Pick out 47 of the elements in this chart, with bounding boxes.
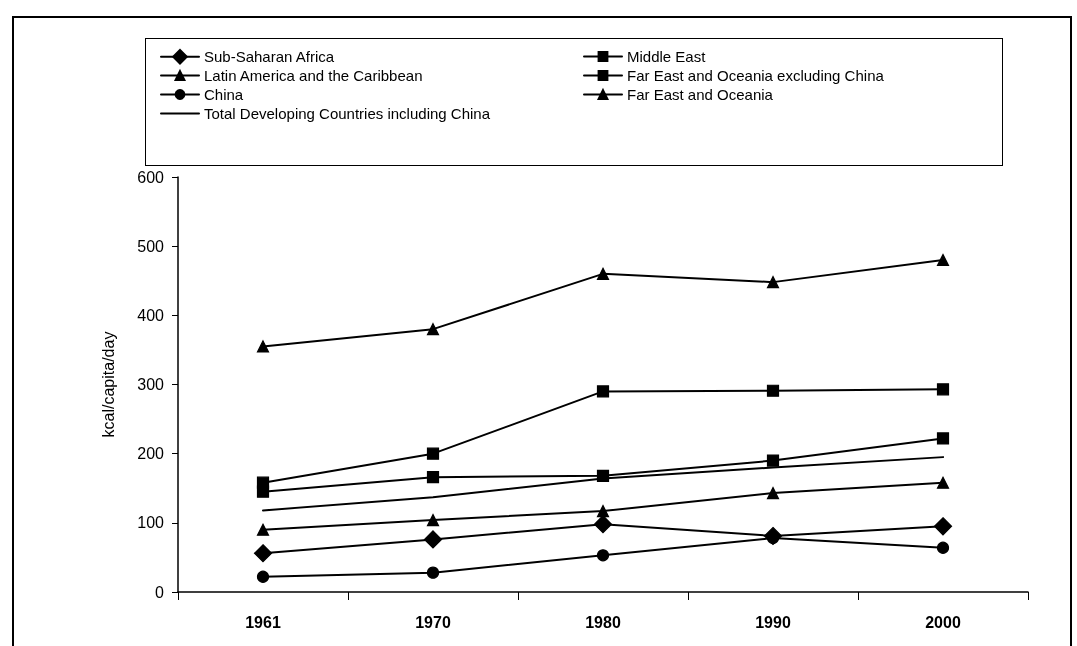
legend-label: Total Developing Countries including China <box>204 105 491 122</box>
point <box>766 276 780 289</box>
point <box>596 504 610 518</box>
x-tick-label: 2000 <box>925 613 961 631</box>
legend-label: Middle East <box>627 48 707 65</box>
x-tick-label: 1990 <box>755 613 791 631</box>
point <box>256 523 270 536</box>
point <box>936 383 950 396</box>
point <box>596 469 610 482</box>
point <box>936 253 950 267</box>
x-tick-label: 1980 <box>585 613 621 631</box>
y-axis-title: kcal/capita/day <box>99 331 117 438</box>
point <box>766 486 780 500</box>
y-tick-label: 300 <box>137 376 165 393</box>
y-tick-label: 500 <box>137 237 165 255</box>
point <box>426 447 440 460</box>
point <box>426 323 440 336</box>
point <box>426 471 440 484</box>
point <box>596 385 610 398</box>
point <box>256 340 270 353</box>
legend-label: Sub-Saharan Africa <box>204 48 335 66</box>
point <box>423 530 443 549</box>
x-tick-label: 1961 <box>245 613 281 631</box>
point <box>426 513 440 527</box>
y-tick-label: 400 <box>137 306 165 324</box>
point <box>426 566 440 579</box>
y-tick-label: 100 <box>137 514 165 532</box>
point <box>596 549 610 562</box>
point <box>936 541 950 554</box>
legend-label: Far East and Oceania excluding China <box>627 67 885 84</box>
point <box>253 544 273 563</box>
point <box>256 485 270 498</box>
y-tick-label: 600 <box>137 168 165 186</box>
point <box>936 476 950 489</box>
x-tick-label: 1970 <box>415 613 451 631</box>
point <box>936 432 950 445</box>
point <box>933 517 953 536</box>
point <box>596 267 610 280</box>
legend-label: Latin America and the Caribbean <box>204 67 423 84</box>
point <box>593 515 613 534</box>
y-tick-label: 0 <box>155 583 165 601</box>
point <box>766 384 780 397</box>
point <box>766 454 780 467</box>
legend-label: Far East and Oceania <box>627 86 774 103</box>
point <box>256 570 270 583</box>
legend-label: China <box>204 86 244 103</box>
y-tick-label: 200 <box>137 445 165 463</box>
